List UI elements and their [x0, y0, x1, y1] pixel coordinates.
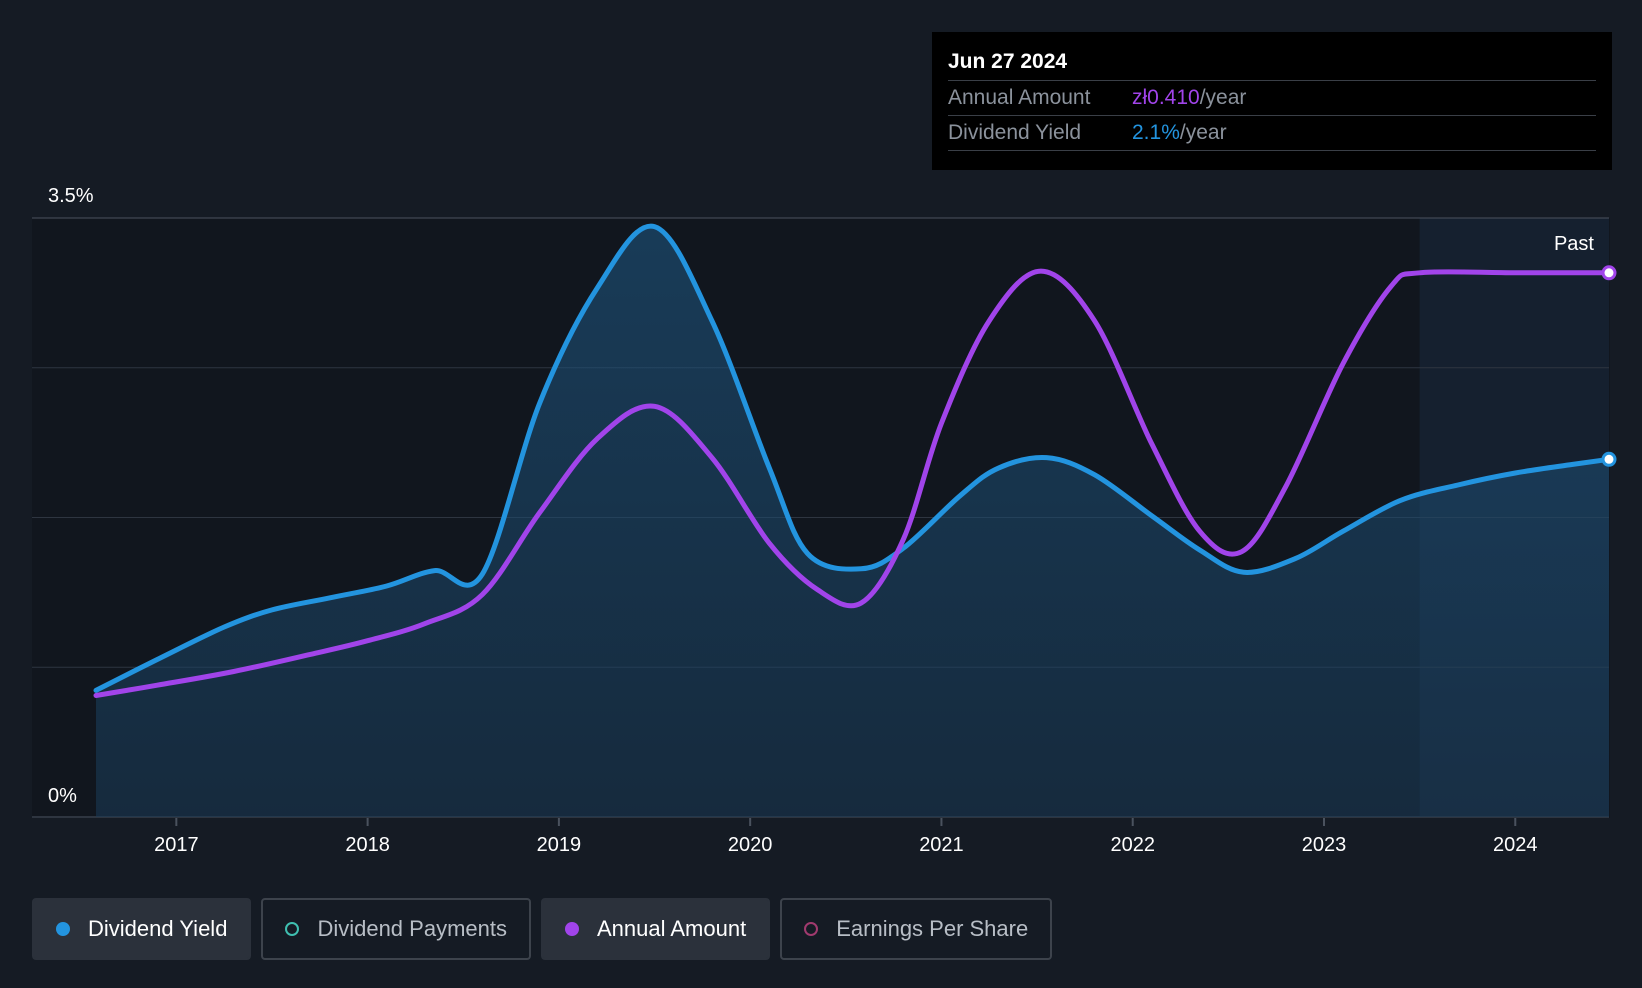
dividend-yield-end-marker[interactable] [1601, 451, 1617, 467]
legend-annual-amount-button[interactable]: Annual Amount [540, 898, 771, 960]
series-layer [93, 223, 1610, 817]
past-label: Past [1554, 233, 1594, 255]
tooltip-row-annual-amount: Annual Amount zł0.410 /year [948, 81, 1596, 116]
tooltip-row-dividend-yield: Dividend Yield 2.1% /year [948, 116, 1596, 151]
dividend-yield-line [93, 223, 1610, 693]
tooltip-label: Dividend Yield [948, 121, 1082, 144]
tooltip-date: Jun 27 2024 [948, 44, 1596, 81]
tooltip-value: 2.1% [1132, 121, 1180, 144]
x-tick-label: 2018 [345, 834, 390, 856]
x-tick-label: 2021 [919, 834, 964, 856]
tooltip-value: zł0.410 [1132, 86, 1200, 109]
tooltip-label: Annual Amount [948, 86, 1091, 109]
x-tick-label: 2017 [154, 834, 199, 856]
annual-amount-line [93, 268, 1610, 698]
tooltip-unit: /year [1199, 86, 1247, 109]
dividend-payments-ring-icon [285, 922, 300, 936]
dividend-yield-dot-icon [56, 922, 70, 936]
x-tick-label: 2020 [728, 834, 773, 856]
dividend-yield-area [96, 226, 1609, 817]
legend-label: Dividend Payments [317, 916, 507, 941]
legend-dividend-payments-button[interactable]: Dividend Payments [261, 898, 531, 960]
end-markers [1601, 265, 1617, 467]
legend-label: Dividend Yield [88, 916, 228, 941]
x-tick-label: 2024 [1493, 834, 1538, 856]
y-tick-label-max: 3.5% [48, 185, 94, 207]
earnings-per-share-ring-icon [804, 922, 819, 936]
annual-amount-end-marker[interactable] [1601, 265, 1617, 281]
x-tick-label: 2022 [1110, 834, 1155, 856]
x-tick-label: 2019 [537, 834, 582, 856]
x-axis: 2017 2018 2019 2020 2021 2022 2023 2024 [154, 818, 1538, 856]
x-tick-label: 2023 [1302, 834, 1347, 856]
legend-dividend-yield-button[interactable]: Dividend Yield [32, 898, 252, 960]
tooltip-unit: /year [1179, 121, 1227, 144]
annual-amount-dot-icon [564, 922, 579, 936]
legend-label: Annual Amount [596, 916, 747, 941]
legend: Dividend Yield Dividend Payments Annual … [32, 898, 1053, 960]
legend-label: Earnings Per Share [836, 916, 1029, 941]
tooltip: Jun 27 2024 Annual Amount zł0.410 /year … [932, 32, 1612, 170]
y-tick-label-min: 0% [48, 785, 77, 807]
legend-earnings-per-share-button[interactable]: Earnings Per Share [780, 898, 1053, 960]
